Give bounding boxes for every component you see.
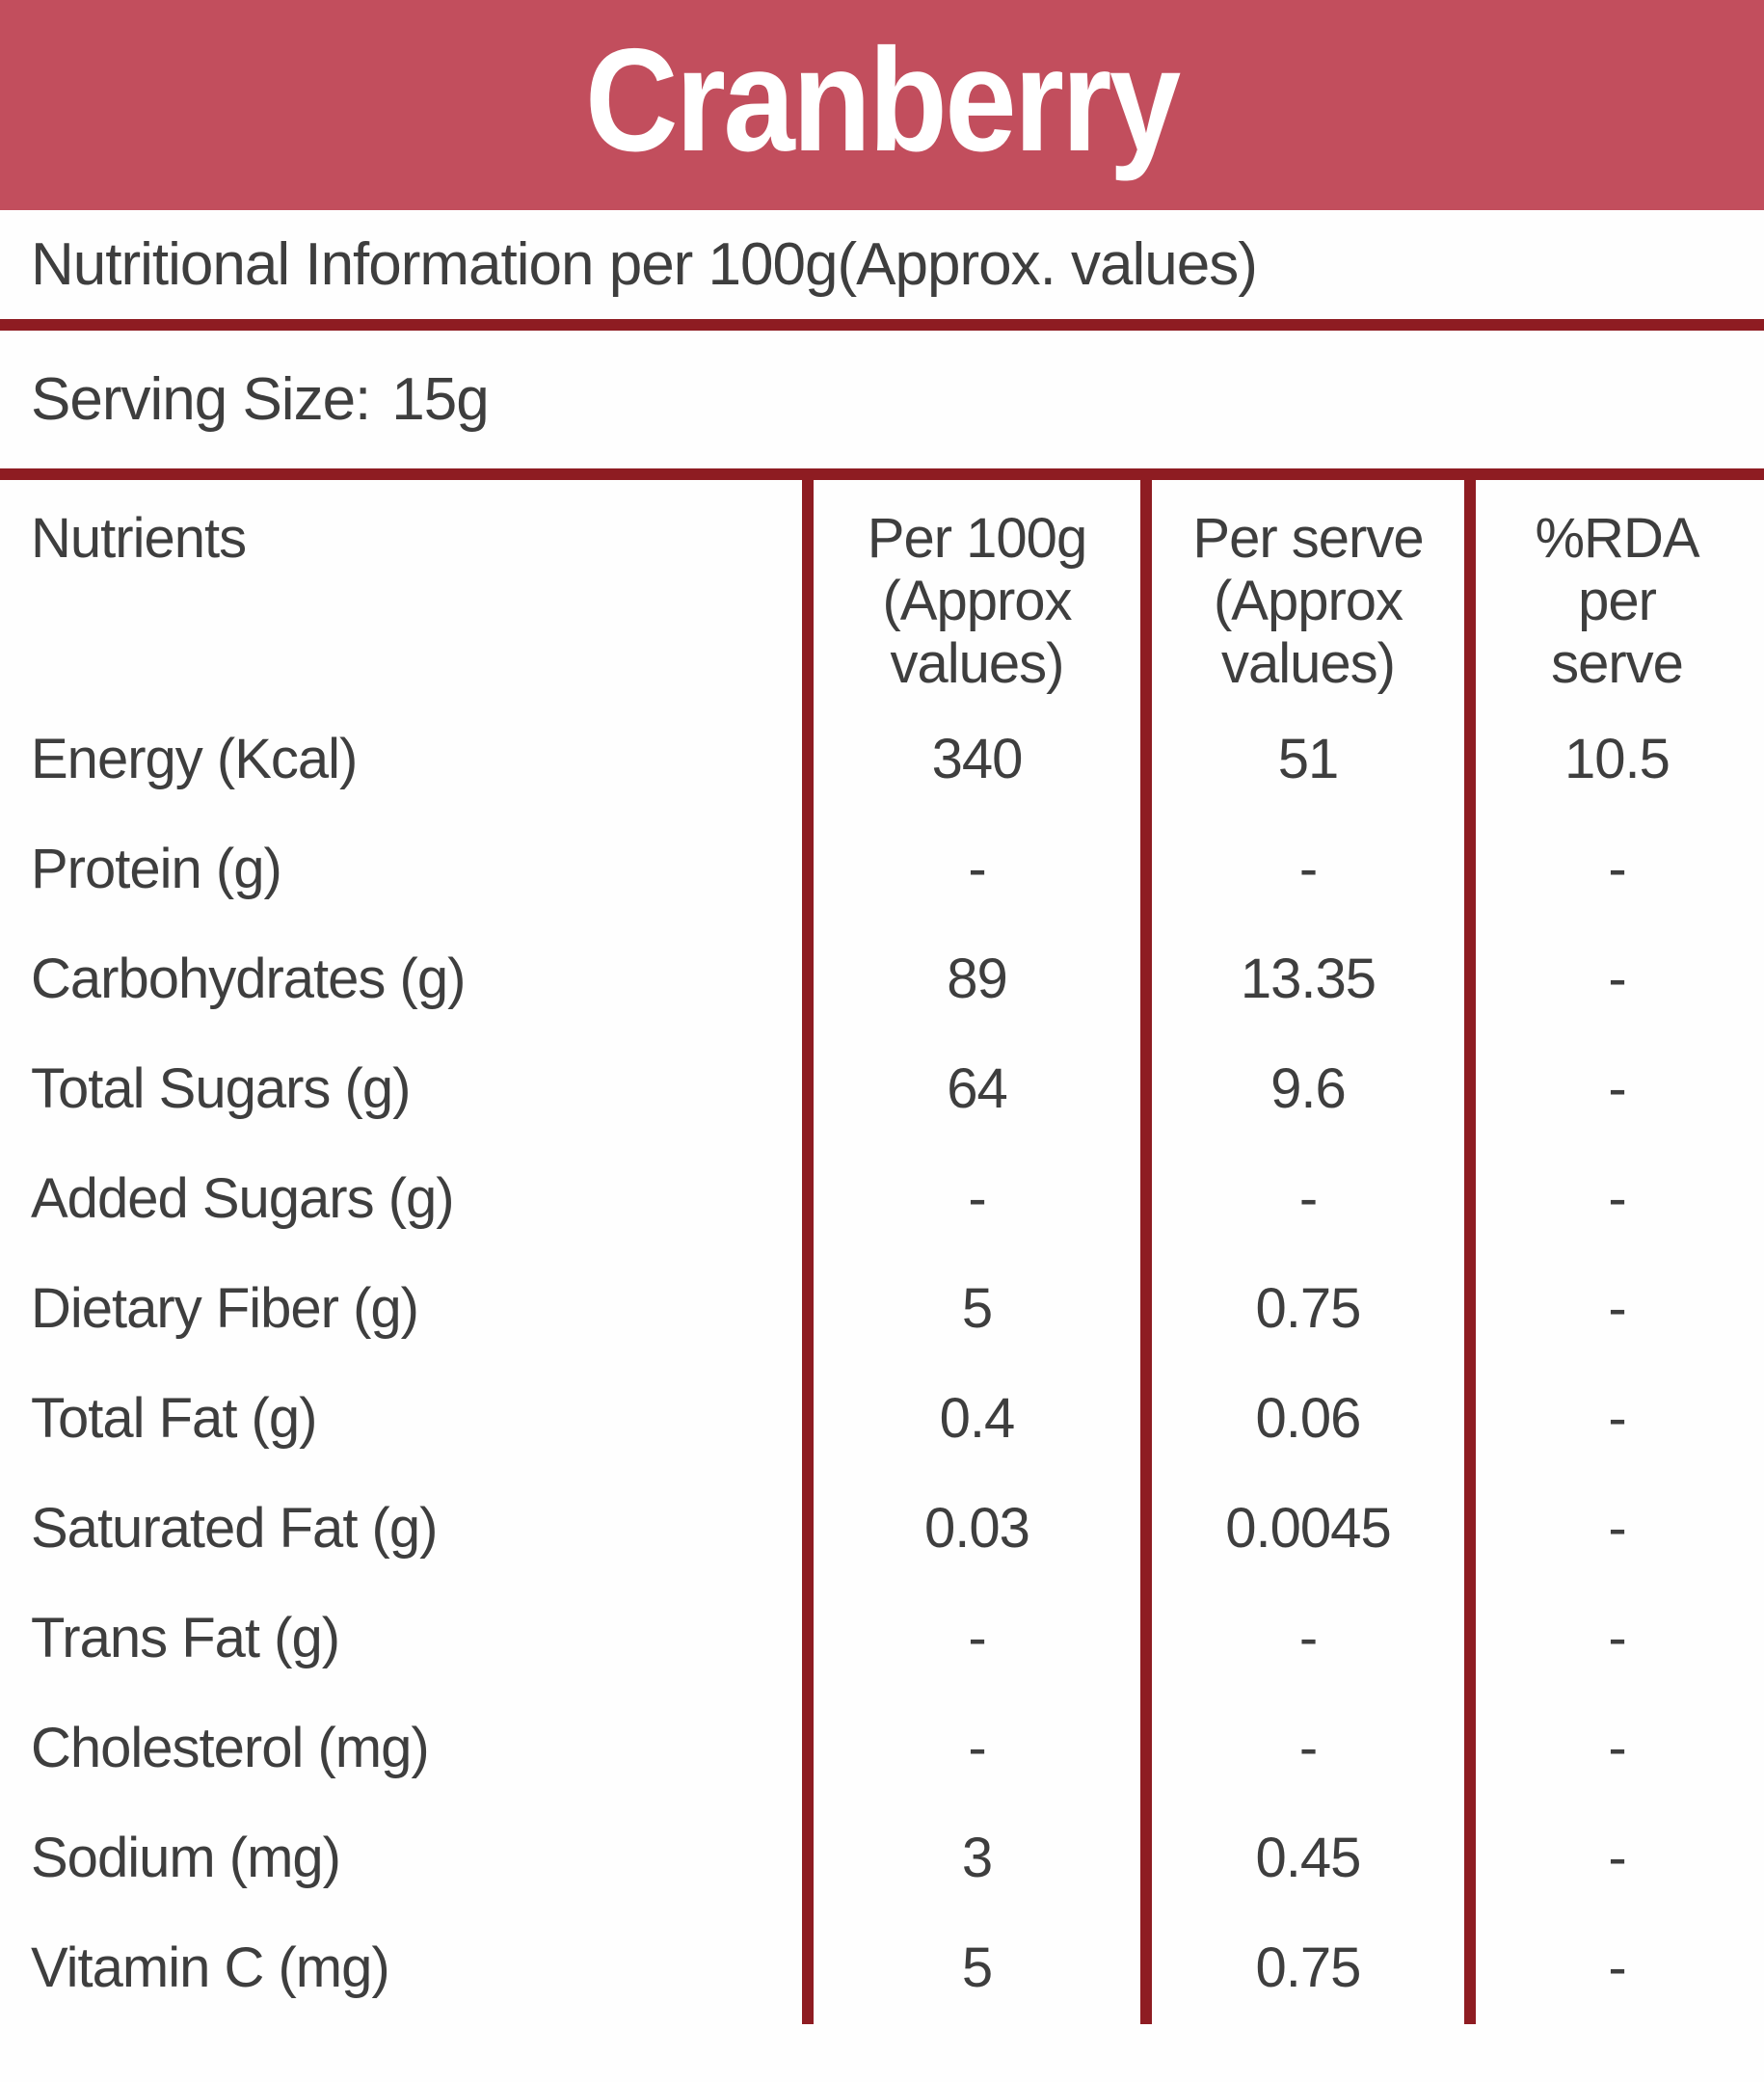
value-per-serve: - xyxy=(1298,1166,1318,1230)
serving-size-row: Serving Size: 15g xyxy=(0,331,1764,468)
table-row: Sodium (mg) 3 0.45 - xyxy=(0,1802,1764,1912)
nutritional-info-heading: Nutritional Information per 100g(Approx.… xyxy=(31,231,1258,298)
value-rda-per-serve: - xyxy=(1608,947,1626,1010)
value-per-serve: 13.35 xyxy=(1240,947,1376,1010)
nutrient-name: Sodium (mg) xyxy=(31,1826,341,1889)
value-per-100g: - xyxy=(968,1166,986,1230)
value-per-serve: 9.6 xyxy=(1270,1056,1347,1120)
value-per-serve: 0.06 xyxy=(1255,1386,1362,1450)
serving-size-value: 15g xyxy=(391,366,489,433)
value-rda-per-serve: - xyxy=(1608,1056,1626,1120)
nutrition-table: Nutrients Per 100g (Approx values) Per s… xyxy=(0,480,1764,2082)
table-row: Total Fat (g) 0.4 0.06 - xyxy=(0,1363,1764,1473)
value-rda-per-serve: - xyxy=(1608,1166,1626,1230)
value-per-serve: - xyxy=(1298,1606,1318,1669)
nutrient-name: Saturated Fat (g) xyxy=(31,1496,438,1560)
nutrient-name: Dietary Fiber (g) xyxy=(31,1276,419,1340)
value-per-serve: - xyxy=(1298,1716,1318,1779)
value-per-100g: 64 xyxy=(947,1056,1008,1120)
product-title: Cranberry xyxy=(585,18,1181,182)
value-per-serve: 0.0045 xyxy=(1225,1496,1391,1560)
value-rda-per-serve: - xyxy=(1608,1716,1626,1779)
table-row: Trans Fat (g) - - - xyxy=(0,1583,1764,1693)
value-per-100g: 5 xyxy=(961,1276,993,1340)
value-per-100g: - xyxy=(968,1716,986,1779)
value-per-100g: - xyxy=(968,1606,986,1669)
value-rda-per-serve: - xyxy=(1608,837,1626,900)
table-row: Added Sugars (g) - - - xyxy=(0,1143,1764,1253)
value-per-100g: 3 xyxy=(961,1826,993,1889)
value-per-serve: 51 xyxy=(1277,727,1340,790)
nutrient-name: Added Sugars (g) xyxy=(31,1166,455,1230)
table-body: Energy (Kcal) 340 51 10.5 Protein (g) - … xyxy=(0,704,1764,2022)
column-separator-2 xyxy=(1140,480,1152,2024)
table-row: Total Sugars (g) 64 9.6 - xyxy=(0,1033,1764,1143)
column-header-nutrients: Nutrients xyxy=(31,507,247,570)
nutrient-name: Total Fat (g) xyxy=(31,1386,317,1450)
value-per-serve: 0.75 xyxy=(1255,1276,1362,1340)
value-per-100g: 89 xyxy=(947,947,1008,1010)
serving-size-label: Serving Size: xyxy=(31,366,371,433)
value-per-100g: 0.03 xyxy=(924,1496,1030,1560)
column-header-per-serve: Per serve (Approx values) xyxy=(1192,507,1424,695)
table-row: Carbohydrates (g) 89 13.35 - xyxy=(0,923,1764,1033)
value-rda-per-serve: - xyxy=(1608,1826,1626,1889)
table-row: Protein (g) - - - xyxy=(0,814,1764,923)
value-per-100g: 340 xyxy=(931,727,1024,790)
nutrient-name: Protein (g) xyxy=(31,837,282,900)
value-per-100g: 0.4 xyxy=(939,1386,1016,1450)
nutrient-name: Energy (Kcal) xyxy=(31,727,358,790)
column-separator-1 xyxy=(802,480,814,2024)
value-per-serve: - xyxy=(1298,837,1318,900)
value-per-100g: 5 xyxy=(961,1935,993,1999)
value-rda-per-serve: - xyxy=(1608,1496,1626,1560)
nutrient-name: Cholesterol (mg) xyxy=(31,1716,430,1779)
value-rda-per-serve: 10.5 xyxy=(1564,727,1670,790)
value-rda-per-serve: - xyxy=(1608,1386,1626,1450)
divider-top xyxy=(0,319,1764,331)
divider-table-top xyxy=(0,468,1764,480)
nutritional-info-heading-row: Nutritional Information per 100g(Approx.… xyxy=(0,210,1764,319)
table-row: Dietary Fiber (g) 5 0.75 - xyxy=(0,1253,1764,1363)
value-rda-per-serve: - xyxy=(1608,1276,1626,1340)
value-rda-per-serve: - xyxy=(1608,1606,1626,1669)
value-per-serve: 0.45 xyxy=(1255,1826,1362,1889)
table-row: Cholesterol (mg) - - - xyxy=(0,1693,1764,1802)
table-row: Saturated Fat (g) 0.03 0.0045 - xyxy=(0,1473,1764,1583)
table-row: Energy (Kcal) 340 51 10.5 xyxy=(0,704,1764,814)
product-banner: Cranberry xyxy=(0,0,1764,210)
value-per-serve: 0.75 xyxy=(1255,1935,1362,1999)
value-rda-per-serve: - xyxy=(1608,1935,1626,1999)
column-header-rda: %RDA per serve xyxy=(1535,507,1699,695)
table-row: Vitamin C (mg) 5 0.75 - xyxy=(0,1912,1764,2022)
nutrient-name: Vitamin C (mg) xyxy=(31,1935,390,1999)
nutrient-name: Total Sugars (g) xyxy=(31,1056,411,1120)
nutrient-name: Carbohydrates (g) xyxy=(31,947,466,1010)
value-per-100g: - xyxy=(968,837,986,900)
column-header-per-100g: Per 100g (Approx values) xyxy=(867,507,1087,695)
column-separator-3 xyxy=(1464,480,1476,2024)
table-header-row: Nutrients Per 100g (Approx values) Per s… xyxy=(0,480,1764,704)
nutrient-name: Trans Fat (g) xyxy=(31,1606,340,1669)
